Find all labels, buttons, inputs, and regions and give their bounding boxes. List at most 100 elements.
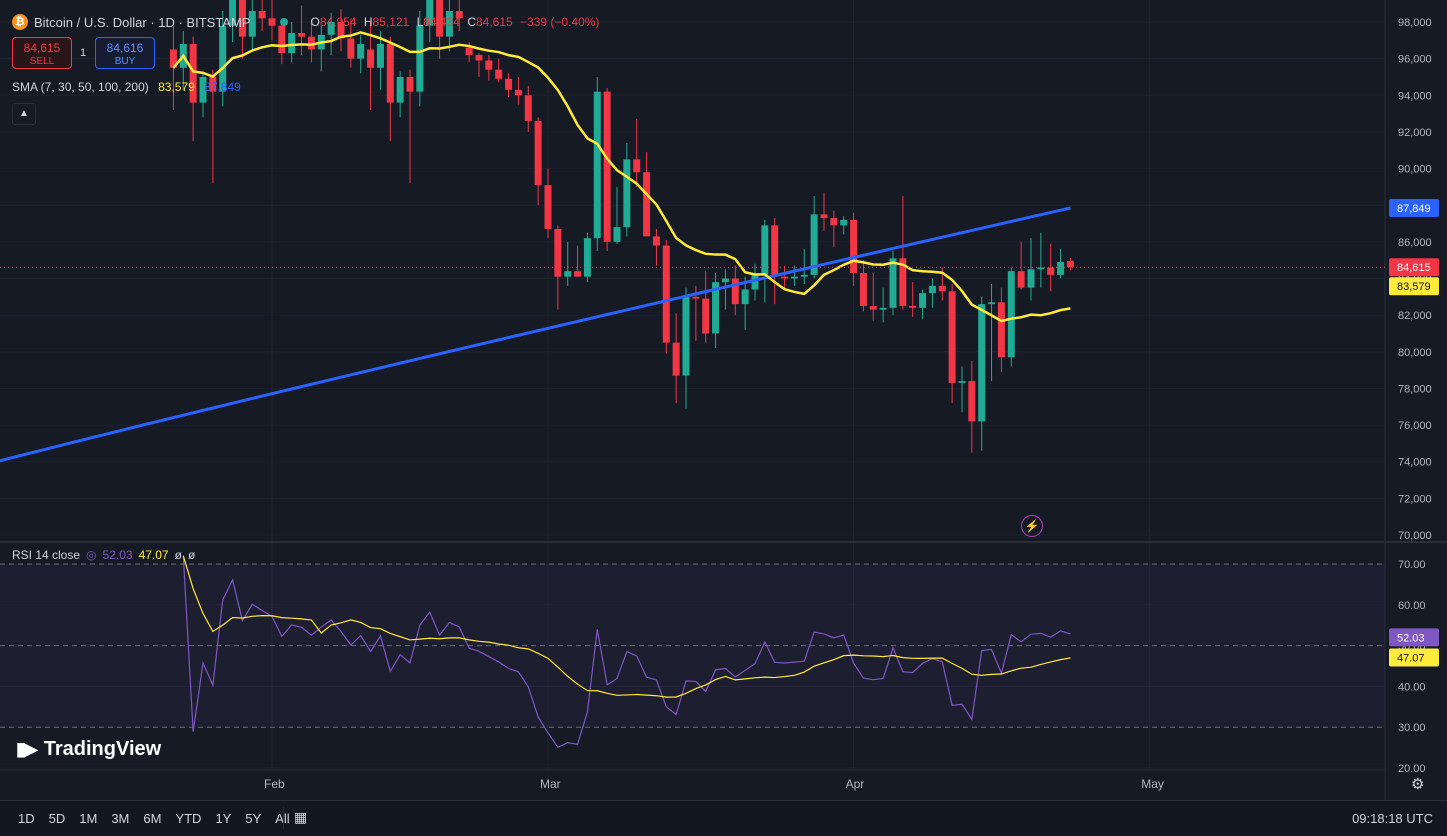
timeframe-1y[interactable]: 1Y (215, 811, 232, 826)
rsi-value: 52.03 (102, 548, 133, 562)
rsi-empty-1: ø (174, 548, 182, 562)
price-tick-label: 96,000 (1398, 54, 1432, 66)
timeframe-1m[interactable]: 1M (79, 811, 98, 826)
candle (633, 159, 641, 173)
gear-icon[interactable]: ⚙ (1411, 776, 1425, 793)
timeframe-5d[interactable]: 5D (48, 811, 66, 826)
rsi-legend[interactable]: RSI 14 close ◎ 52.03 47.07 ø ø (12, 548, 195, 562)
candle (928, 285, 936, 294)
ohlc-high: 85,121 (372, 15, 410, 29)
lightning-icon[interactable]: ⚡ (1021, 515, 1043, 537)
candle (948, 291, 956, 383)
rsi-settings-icon[interactable]: ◎ (86, 548, 97, 562)
timeframe-3m[interactable]: 3M (111, 811, 130, 826)
price-tick-label: 82,000 (1398, 310, 1432, 322)
candle (544, 185, 552, 230)
timeframe-all[interactable]: All (275, 811, 289, 826)
sell-button[interactable]: 84,615 SELL (12, 37, 72, 69)
candle (298, 32, 306, 37)
candle (988, 302, 996, 305)
rsi-label: RSI 14 close (12, 548, 81, 562)
candle (554, 229, 562, 277)
candle (514, 89, 522, 96)
candle (485, 60, 493, 70)
candle (997, 302, 1005, 358)
candle (859, 273, 867, 306)
sma-yellow-line (172, 31, 1071, 323)
price-tick-label: 72,000 (1398, 493, 1432, 505)
candle (1047, 267, 1055, 275)
candle (199, 76, 207, 103)
candle (830, 218, 838, 226)
candle (702, 298, 710, 334)
candle (337, 22, 345, 39)
sma-value-blue: 87,849 (204, 80, 241, 94)
price-tick-label: 78,000 (1398, 383, 1432, 395)
clock[interactable]: 09:18:18 UTC (1352, 811, 1433, 826)
candle (278, 25, 286, 54)
candle (307, 36, 315, 50)
candle (968, 381, 976, 422)
candle (505, 78, 513, 90)
candle (869, 305, 877, 310)
candle (288, 32, 296, 54)
candle (396, 76, 404, 103)
candle (1057, 262, 1065, 275)
time-tick-label: Apr (846, 777, 865, 791)
trade-quantity[interactable]: 1 (80, 47, 87, 59)
ohlc-low: 84,434 (423, 15, 460, 29)
time-tick-label: Mar (540, 777, 561, 791)
timeframe-5y[interactable]: 5Y (245, 811, 262, 826)
candle (248, 11, 256, 37)
candle (465, 47, 473, 55)
ohlc-close: 84,615 (475, 15, 513, 29)
candle (820, 214, 828, 219)
candle (347, 38, 355, 59)
candle (1017, 271, 1025, 288)
buy-button[interactable]: 84,616 BUY (95, 37, 155, 69)
candle (357, 43, 365, 59)
price-tick-label: 92,000 (1398, 127, 1432, 139)
sell-price: 84,615 (23, 41, 61, 55)
candle (692, 296, 700, 299)
candle (209, 76, 217, 92)
bottom-toolbar: 1D 5D 1M 3M 6M YTD 1Y 5Y All ▦ 09:18:18 … (0, 800, 1447, 836)
symbol-title[interactable]: Bitcoin / U.S. Dollar · 1D · BITSTAMP (34, 14, 251, 30)
price-tick-label: 76,000 (1398, 420, 1432, 432)
timeframe-ytd[interactable]: YTD (175, 811, 202, 826)
candle (751, 274, 759, 290)
candle (495, 69, 503, 79)
candle (889, 258, 897, 308)
candle (978, 304, 986, 422)
price-tick-label: 70,000 (1398, 530, 1432, 542)
candle (1027, 269, 1035, 288)
candle (652, 236, 660, 246)
candle (455, 11, 463, 19)
candle (643, 172, 651, 237)
rsi-tick-label: 40.00 (1398, 681, 1426, 693)
candle (1037, 267, 1045, 270)
timeframe-1d[interactable]: 1D (18, 811, 35, 826)
candle (603, 91, 611, 242)
candle (909, 305, 917, 308)
price-tick-label: 86,000 (1398, 237, 1432, 249)
badge-last-price: 84,615 (1397, 262, 1431, 274)
candle (169, 49, 177, 68)
candle (219, 25, 227, 92)
candle (583, 238, 591, 277)
chart-header: ₿ Bitcoin / U.S. Dollar · 1D · BITSTAMP … (12, 12, 603, 32)
rsi-empty-2: ø (187, 548, 196, 562)
toolbar-divider (283, 807, 284, 829)
candle (426, 0, 434, 26)
rsi-ma-line (182, 555, 1071, 698)
sma-legend[interactable]: SMA (7, 30, 50, 100, 200) 83,579 87,849 (12, 80, 241, 94)
calendar-icon[interactable]: ▦ (294, 809, 308, 825)
candle (958, 381, 966, 383)
timeframe-6m[interactable]: 6M (143, 811, 162, 826)
candle (840, 219, 848, 226)
time-tick-label: Feb (264, 777, 285, 791)
time-tick-label: May (1141, 777, 1164, 791)
candle (800, 274, 808, 277)
collapse-legend-icon[interactable]: ▲ (12, 103, 36, 125)
